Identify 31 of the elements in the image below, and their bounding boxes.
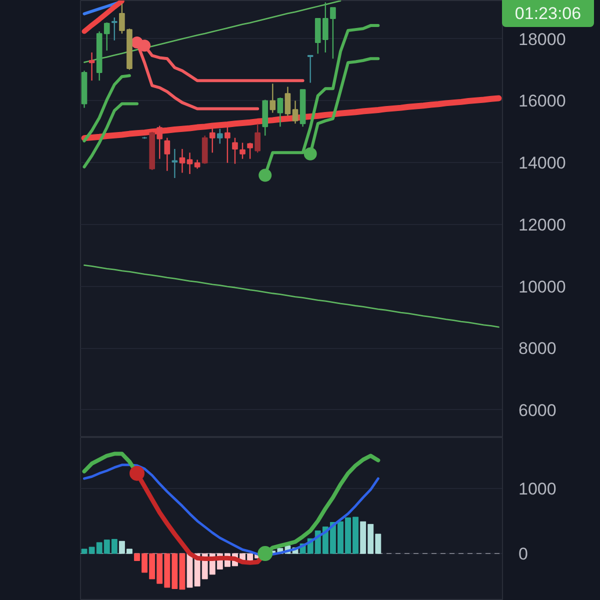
candlestick bbox=[292, 100, 298, 124]
candlestick bbox=[164, 137, 170, 172]
candlestick bbox=[270, 83, 276, 114]
line-series bbox=[84, 264, 500, 328]
candlestick bbox=[217, 128, 223, 144]
candlestick bbox=[186, 152, 193, 175]
y-tick-label: 6000 bbox=[518, 400, 556, 420]
y-tick-label: 10000 bbox=[518, 277, 566, 296]
candlestick bbox=[179, 148, 186, 174]
candlestick bbox=[330, 7, 336, 60]
candlestick bbox=[307, 54, 314, 84]
y-tick-label: 12000 bbox=[518, 215, 566, 234]
line-series bbox=[84, 0, 342, 64]
candlestick bbox=[277, 97, 284, 128]
y-tick-label: 18000 bbox=[518, 30, 566, 49]
point bbox=[258, 168, 272, 182]
y-tick-label: 16000 bbox=[518, 92, 566, 111]
y-tick-label: 8000 bbox=[518, 339, 556, 358]
candlestick bbox=[254, 123, 260, 154]
candlestick bbox=[247, 142, 253, 160]
candlestick bbox=[88, 52, 95, 82]
candlestick bbox=[240, 142, 246, 160]
candlestick bbox=[112, 16, 118, 41]
y-tick-label: 14000 bbox=[518, 154, 566, 173]
candlestick bbox=[232, 137, 238, 164]
y-tick-label: 1000 bbox=[518, 479, 556, 498]
candlestick bbox=[172, 148, 178, 179]
candlestick bbox=[284, 86, 291, 116]
y-tick-label: 0 bbox=[518, 544, 528, 564]
point bbox=[304, 147, 317, 160]
text: 01:23:06 bbox=[514, 3, 582, 25]
